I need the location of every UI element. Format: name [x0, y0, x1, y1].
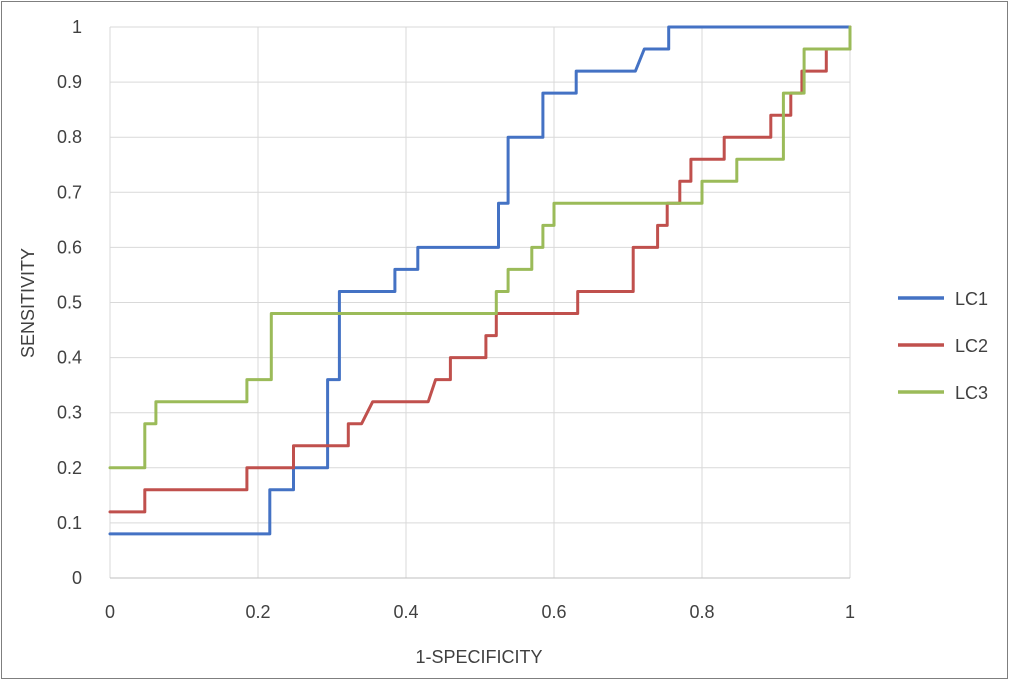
legend-label-lc1: LC1 — [955, 289, 988, 309]
y-tick-label: 1 — [72, 17, 82, 37]
x-tick-label: 1 — [845, 602, 855, 622]
series-line-lc2 — [108, 25, 852, 514]
x-tick-label: 0.2 — [245, 602, 270, 622]
series-line-lc3 — [108, 25, 852, 470]
y-tick-label: 0.1 — [57, 513, 82, 533]
y-axis-title: SENSITIVITY — [18, 248, 38, 358]
y-tick-label: 0.4 — [57, 348, 82, 368]
y-tick-label: 0.7 — [57, 182, 82, 202]
y-tick-label: 0 — [72, 568, 82, 588]
y-tick-label: 0.5 — [57, 293, 82, 313]
gridlines — [109, 26, 851, 579]
series-line-lc1 — [108, 25, 852, 536]
x-tick-label: 0.8 — [689, 602, 714, 622]
legend-label-lc3: LC3 — [955, 383, 988, 403]
legend: LC1 LC2 LC3 — [898, 289, 988, 403]
y-tick-label: 0.8 — [57, 127, 82, 147]
y-tick-label: 0.9 — [57, 72, 82, 92]
x-tick-label: 0.4 — [393, 602, 418, 622]
legend-label-lc2: LC2 — [955, 336, 988, 356]
x-tick-label: 0.6 — [541, 602, 566, 622]
y-tick-label: 0.2 — [57, 458, 82, 478]
y-tick-label: 0.3 — [57, 403, 82, 423]
x-tick-labels: 0 0.2 0.4 0.6 0.8 1 — [105, 602, 855, 622]
x-axis-title: 1-SPECIFICITY — [415, 647, 542, 667]
y-tick-label: 0.6 — [57, 237, 82, 257]
y-tick-labels: 0 0.1 0.2 0.3 0.4 0.5 0.6 0.7 0.8 0.9 1 — [57, 17, 82, 588]
x-tick-label: 0 — [105, 602, 115, 622]
series-lines — [108, 25, 852, 536]
